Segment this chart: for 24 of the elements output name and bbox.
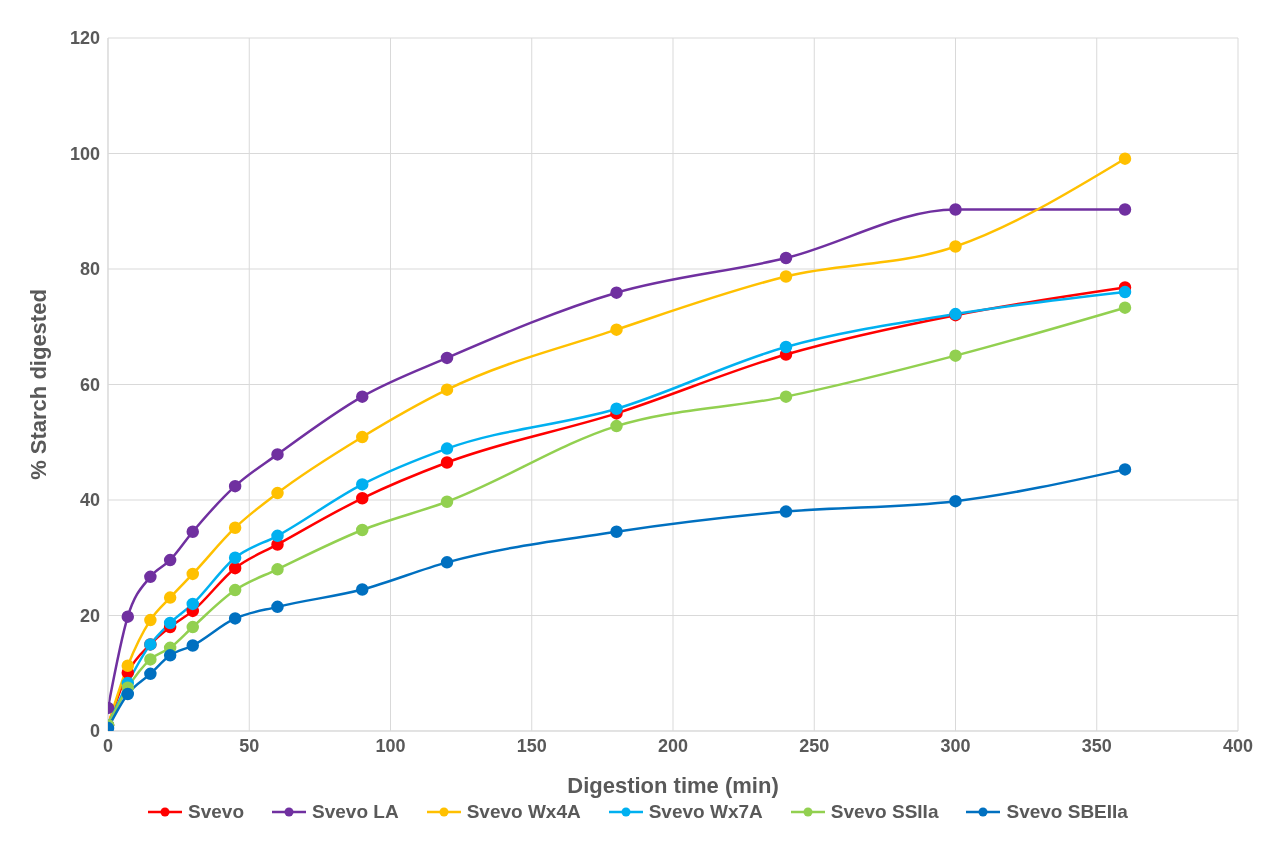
x-tick-label: 100 <box>375 735 406 756</box>
x-tick-label: 0 <box>102 735 114 756</box>
legend-label: Svevo SSIIa <box>830 801 939 823</box>
legend-label: Svevo LA <box>312 801 399 823</box>
y-tick-label: 60 <box>79 374 100 395</box>
x-tick-label: 400 <box>1222 735 1254 756</box>
legend-label: Svevo Wx4A <box>466 801 581 823</box>
y-tick-label: 40 <box>79 490 100 511</box>
x-axis-title: Digestion time (min) <box>567 773 779 798</box>
x-tick-label: 50 <box>239 735 260 756</box>
legend-label: Svevo <box>188 801 245 823</box>
y-tick-label: 100 <box>69 143 100 164</box>
x-tick-label: 350 <box>1081 735 1112 756</box>
x-tick-label: 150 <box>516 735 547 756</box>
legend-label: Svevo Wx7A <box>648 801 763 823</box>
x-tick-label: 200 <box>657 735 689 756</box>
legend-label: Svevo SBEIIa <box>1006 801 1128 823</box>
y-tick-label: 80 <box>79 259 100 280</box>
x-tick-label: 250 <box>799 735 830 756</box>
x-tick-label: 300 <box>940 735 971 756</box>
y-axis-title: % Starch digested <box>25 289 51 480</box>
y-tick-label: 0 <box>89 721 100 742</box>
y-tick-label: 20 <box>79 605 100 626</box>
y-tick-label: 120 <box>69 28 100 49</box>
